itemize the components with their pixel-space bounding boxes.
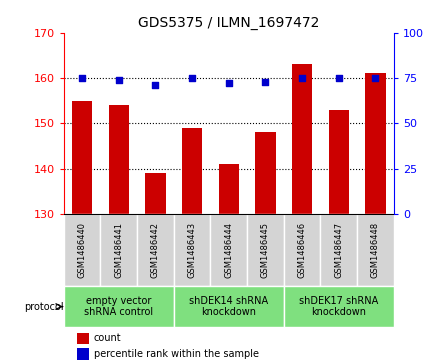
Bar <box>174 286 284 327</box>
Text: GSM1486440: GSM1486440 <box>77 222 87 278</box>
Point <box>299 75 306 81</box>
Bar <box>174 214 210 286</box>
Bar <box>77 333 88 344</box>
Bar <box>320 214 357 286</box>
Text: protocol: protocol <box>24 302 64 311</box>
Bar <box>255 132 275 214</box>
Bar <box>72 101 92 214</box>
Bar <box>357 214 394 286</box>
Bar <box>365 73 385 214</box>
Text: GSM1486447: GSM1486447 <box>334 222 343 278</box>
Bar <box>284 286 394 327</box>
Point <box>335 75 342 81</box>
Bar <box>182 128 202 214</box>
Bar <box>137 214 174 286</box>
Point <box>152 82 159 88</box>
Text: empty vector
shRNA control: empty vector shRNA control <box>84 296 154 317</box>
Bar <box>145 173 165 214</box>
Bar <box>210 214 247 286</box>
Text: GSM1486446: GSM1486446 <box>297 222 307 278</box>
Bar <box>77 348 88 360</box>
Text: GSM1486444: GSM1486444 <box>224 222 233 278</box>
Text: count: count <box>93 333 121 343</box>
Bar <box>219 164 239 214</box>
Text: GSM1486441: GSM1486441 <box>114 222 123 278</box>
Point <box>225 81 232 86</box>
Bar <box>284 214 320 286</box>
Bar <box>64 286 174 327</box>
Bar <box>247 214 284 286</box>
Point <box>79 75 86 81</box>
Text: GSM1486448: GSM1486448 <box>371 222 380 278</box>
Title: GDS5375 / ILMN_1697472: GDS5375 / ILMN_1697472 <box>138 16 319 30</box>
Bar <box>329 110 349 214</box>
Bar <box>109 105 129 214</box>
Bar <box>100 214 137 286</box>
Point <box>262 79 269 85</box>
Bar <box>64 214 100 286</box>
Text: GSM1486445: GSM1486445 <box>261 222 270 278</box>
Text: percentile rank within the sample: percentile rank within the sample <box>93 349 259 359</box>
Text: GSM1486442: GSM1486442 <box>151 222 160 278</box>
Text: GSM1486443: GSM1486443 <box>187 222 197 278</box>
Bar <box>292 64 312 214</box>
Point <box>115 77 122 83</box>
Point <box>189 75 196 81</box>
Text: shDEK17 shRNA
knockdown: shDEK17 shRNA knockdown <box>299 296 378 317</box>
Point <box>372 75 379 81</box>
Text: shDEK14 shRNA
knockdown: shDEK14 shRNA knockdown <box>189 296 268 317</box>
